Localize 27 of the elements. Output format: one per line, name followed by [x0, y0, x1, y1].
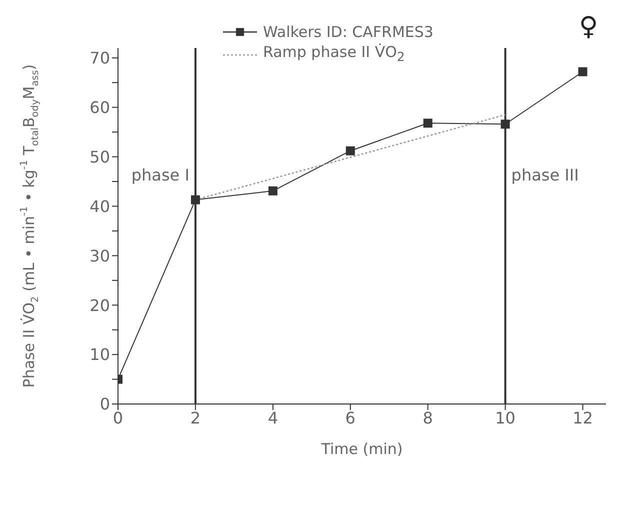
x-tick-label: 12	[572, 408, 593, 428]
y-tick-label: 50	[90, 147, 110, 166]
point	[500, 120, 510, 129]
x-axis-title: Time (min)	[320, 440, 403, 458]
y-tick-label: 60	[90, 98, 110, 118]
x-tick-label: 10	[495, 408, 516, 428]
point	[346, 146, 355, 156]
text: ♀	[578, 12, 598, 42]
ref-line-label: phase I	[131, 166, 190, 185]
y-tick-label: 20	[90, 296, 110, 315]
point	[190, 195, 200, 204]
y-tick-label: 30	[90, 246, 110, 266]
y-tick-label: 40	[90, 196, 110, 216]
legend-label: Ramp phase II V̇O$_{2}$	[263, 42, 405, 66]
x-tick-label: 0	[112, 408, 124, 428]
y-tick-label: 70	[90, 48, 110, 68]
y-tick-label: 10	[90, 345, 110, 364]
x-tick-label: 8	[422, 408, 433, 428]
y-tick-label: 0	[100, 394, 110, 414]
ref-line-label: phase III	[511, 166, 579, 185]
legend-label: Walkers ID: CAFRMES3	[263, 22, 434, 42]
point	[578, 67, 588, 76]
point	[268, 186, 278, 196]
point	[423, 118, 432, 128]
x-tick-label: 6	[345, 408, 356, 428]
x-tick-label: 2	[190, 408, 201, 428]
x-tick-label: 4	[268, 408, 278, 428]
